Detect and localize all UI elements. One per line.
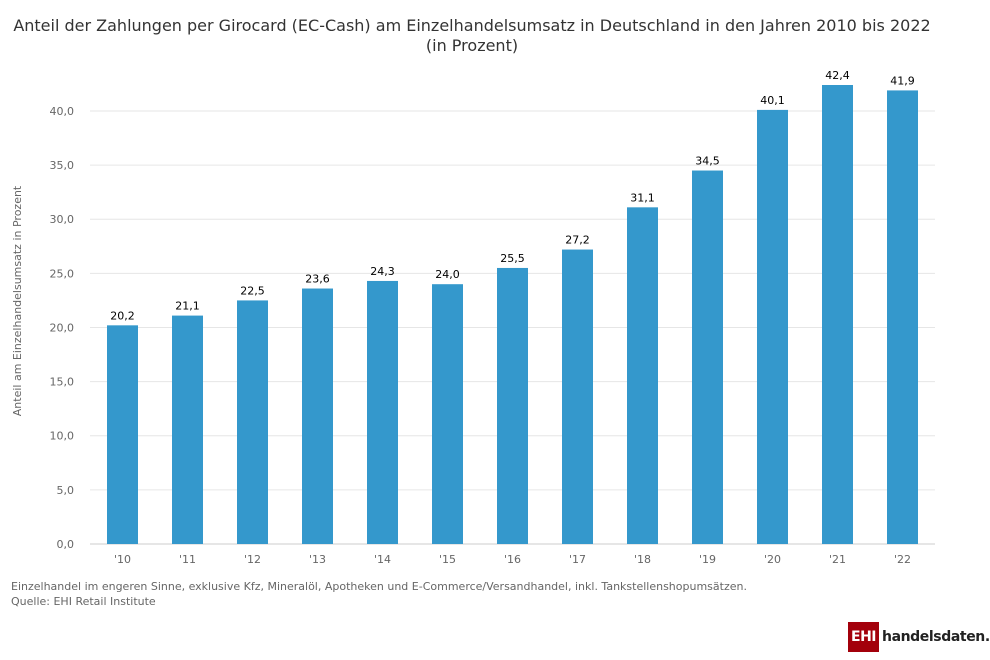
bar bbox=[822, 85, 853, 544]
logo-box: EHI bbox=[848, 622, 879, 652]
bar-value-label: 34,5 bbox=[695, 155, 720, 168]
x-tick-label: '13 bbox=[309, 553, 326, 566]
x-tick-label: '14 bbox=[374, 553, 391, 566]
x-tick-label: '19 bbox=[699, 553, 716, 566]
bar-value-label: 23,6 bbox=[305, 273, 330, 286]
ehi-logo[interactable]: EHI handelsdaten.de bbox=[848, 622, 990, 652]
bar-value-label: 24,3 bbox=[370, 265, 395, 278]
footnote-block: Einzelhandel im engeren Sinne, exklusive… bbox=[11, 579, 747, 609]
x-tick-label: '15 bbox=[439, 553, 456, 566]
y-tick-label: 40,0 bbox=[50, 105, 75, 118]
x-tick-label: '12 bbox=[244, 553, 261, 566]
x-tick-label: '16 bbox=[504, 553, 521, 566]
y-tick-label: 25,0 bbox=[50, 267, 75, 280]
bar-value-label: 40,1 bbox=[760, 94, 785, 107]
y-tick-label: 10,0 bbox=[50, 430, 75, 443]
bar bbox=[887, 90, 918, 545]
source-text: Quelle: EHI Retail Institute bbox=[11, 595, 156, 608]
y-tick-label: 30,0 bbox=[50, 213, 75, 226]
bar bbox=[107, 325, 138, 544]
footnote-text: Einzelhandel im engeren Sinne, exklusive… bbox=[11, 580, 747, 593]
y-tick-label: 0,0 bbox=[57, 538, 75, 551]
x-tick-label: '10 bbox=[114, 553, 131, 566]
x-tick-label: '22 bbox=[894, 553, 911, 566]
y-tick-label: 15,0 bbox=[50, 376, 75, 389]
x-tick-label: '18 bbox=[634, 553, 651, 566]
bar-value-label: 31,1 bbox=[630, 191, 655, 204]
bar-value-label: 27,2 bbox=[565, 234, 590, 247]
bar bbox=[432, 284, 463, 544]
x-tick-label: '21 bbox=[829, 553, 846, 566]
y-tick-label: 20,0 bbox=[50, 321, 75, 334]
chart-title-line2: (in Prozent) bbox=[425, 36, 519, 55]
y-tick-label: 35,0 bbox=[50, 159, 75, 172]
y-axis-label: Anteil am Einzelhandelsumsatz in Prozent bbox=[11, 185, 24, 416]
x-tick-label: '11 bbox=[179, 553, 196, 566]
bar-chart: 0,0 5,0 10,0 15,0 20,0 25,0 30,0 35,0 40,0 Anteil… bbox=[11, 69, 935, 566]
bar bbox=[627, 207, 658, 545]
bar bbox=[757, 109, 788, 544]
bar-value-label: 41,9 bbox=[890, 74, 915, 87]
bar bbox=[302, 288, 333, 544]
x-tick-label: '20 bbox=[764, 553, 781, 566]
chart-title-line1: Anteil der Zahlungen per Girocard (EC-Ca… bbox=[13, 16, 931, 35]
bar-value-label: 42,4 bbox=[825, 69, 850, 82]
y-tick-label: 5,0 bbox=[57, 484, 75, 497]
bar-value-label: 25,5 bbox=[500, 252, 525, 265]
bar-value-label: 20,2 bbox=[110, 309, 135, 322]
bar bbox=[692, 170, 723, 544]
bar bbox=[172, 315, 203, 544]
logo-text: handelsdaten.de bbox=[882, 629, 990, 645]
bar bbox=[367, 280, 398, 544]
x-tick-label: '17 bbox=[569, 553, 586, 566]
bar-value-label: 22,5 bbox=[240, 284, 265, 297]
chart-title: Anteil der Zahlungen per Girocard (EC-Ca… bbox=[0, 16, 944, 56]
bar-value-label: 24,0 bbox=[435, 268, 460, 281]
bar bbox=[562, 249, 593, 544]
bar bbox=[497, 267, 528, 544]
bar bbox=[237, 300, 268, 544]
bar-value-label: 21,1 bbox=[175, 300, 200, 313]
